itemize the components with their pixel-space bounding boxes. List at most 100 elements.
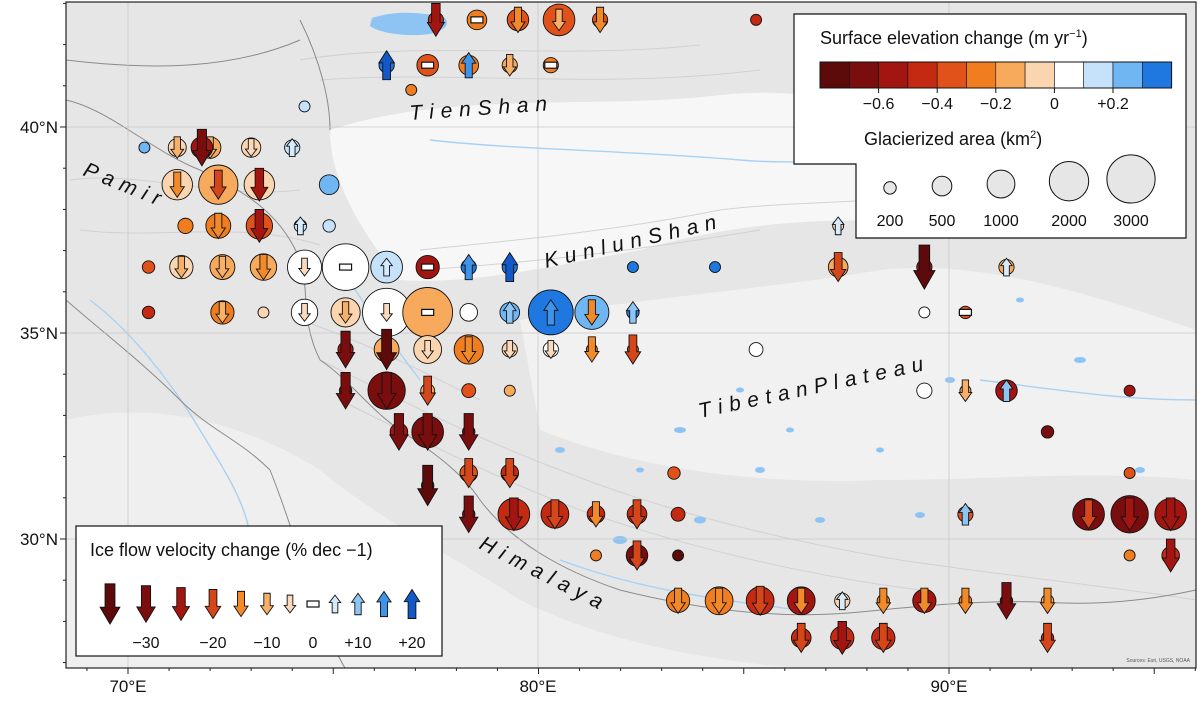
glacier-region [169,254,194,280]
elevation-tick-label: −0.4 [921,96,953,113]
elevation-tick-label: −0.6 [863,96,895,113]
elevation-tick-label: +0.2 [1097,96,1129,113]
glacier-region [1123,384,1136,397]
glacier-elevation-circle [503,384,516,397]
velocity-increase-arrow [958,502,973,526]
glacier-region [290,298,319,327]
colorbar-swatch [819,61,850,89]
area-legend-label: 200 [877,213,904,230]
glacier-region [141,260,156,274]
velocity-decrease-arrow [588,501,604,528]
velocity-increase-arrow [502,300,518,324]
glacier-region [583,336,600,363]
glacier-region [210,300,235,325]
velocity-legend: Ice flow velocity change (% dec −1) −30−… [75,525,443,657]
glacier-region [1123,467,1136,480]
velocity-decrease-arrow [912,244,936,290]
glacier-region [590,549,602,562]
velocity-decrease-arrow [426,3,446,38]
glacier-region [458,495,479,534]
glacier-elevation-circle [405,83,418,96]
velocity-decrease-arrow [751,585,769,617]
glacier-elevation-circle [257,306,270,319]
glacier-region [586,501,606,528]
velocity-decrease-arrow [502,54,518,77]
glacier-region [830,621,855,656]
glacier-region [998,257,1015,277]
glacier-region [871,622,896,654]
velocity-increase-arrow [542,298,559,326]
velocity-zero-marker [421,308,435,316]
velocity-tick-label: −30 [132,635,159,652]
glacier-region [542,57,559,74]
colorbar-swatch [966,61,997,89]
glacier-region [834,591,851,611]
map-frame: 70°E 80°E 90°E 40°N 35°N 30°N [20,1,1197,696]
glacier-region [367,371,406,410]
velocity-zero-marker [958,308,973,316]
glacier-region [918,306,931,319]
velocity-increase-arrow [377,49,396,81]
velocity-increase-arrow [376,590,392,618]
velocity-decrease-arrow [210,212,227,240]
area-legend-circle [1048,160,1090,202]
glacier-region [1040,425,1055,439]
glacier-region [1038,622,1057,654]
colorbar-swatch [936,61,967,89]
glacier-region [958,379,973,403]
glacier-region [322,219,336,233]
colorbar-swatch [995,61,1026,89]
glacier-region [177,217,194,234]
glacier-elevation-circle [322,219,336,233]
velocity-decrease-arrow [958,379,973,403]
glacier-region [453,334,484,365]
glacier-region [321,243,370,291]
velocity-decrease-arrow [1039,587,1056,615]
velocity-decrease-arrow [711,587,728,615]
velocity-decrease-arrow [832,621,852,656]
glacier-region [670,506,686,522]
glacier-region [1072,497,1105,531]
glacier-region [540,499,570,530]
velocity-decrease-arrow [171,587,191,622]
velocity-decrease-arrow [458,413,479,452]
glacier-region [249,253,278,281]
area-legend-circle [931,175,953,197]
glacier-region [167,136,187,160]
colorbar-swatch [848,61,879,89]
glacier-region [916,382,933,399]
velocity-legend-title: Ice flow velocity change (% dec −1) [90,540,373,560]
velocity-decrease-arrow [544,340,558,360]
velocity-decrease-arrow [416,464,439,507]
velocity-decrease-arrow [283,594,297,614]
velocity-increase-arrow [460,51,477,79]
glacier-region [875,587,892,615]
velocity-decrease-arrow [233,590,249,618]
velocity-decrease-arrow [670,587,687,615]
glacier-region [1110,495,1149,534]
velocity-decrease-arrow [215,255,230,279]
velocity-decrease-arrow [174,255,189,279]
velocity-decrease-arrow [297,303,312,323]
velocity-decrease-arrow [250,209,269,244]
glacier-region [388,413,409,452]
velocity-decrease-arrow [417,413,438,452]
glacier-region [527,289,574,336]
glacier-region [377,49,396,81]
glacier-elevation-circle [748,342,764,357]
elevation-tick-label: −0.2 [980,96,1012,113]
lat-label-40: 40°N [20,118,58,137]
glacier-region [245,209,274,244]
velocity-increase-arrow [380,257,394,277]
glacier-region [1123,549,1136,562]
velocity-decrease-arrow [255,254,272,281]
area-legend-circle [986,169,1016,199]
velocity-decrease-arrow [1161,538,1180,573]
elevation-area-legend: Surface elevation change (m yr−1) −0.6 −0… [793,13,1187,239]
glacier-region [790,622,812,654]
glacier-region [503,384,516,397]
glacier-region [205,212,232,240]
lat-label-30: 30°N [20,530,58,549]
glacier-region [626,499,648,530]
velocity-decrease-arrow [1079,499,1098,530]
